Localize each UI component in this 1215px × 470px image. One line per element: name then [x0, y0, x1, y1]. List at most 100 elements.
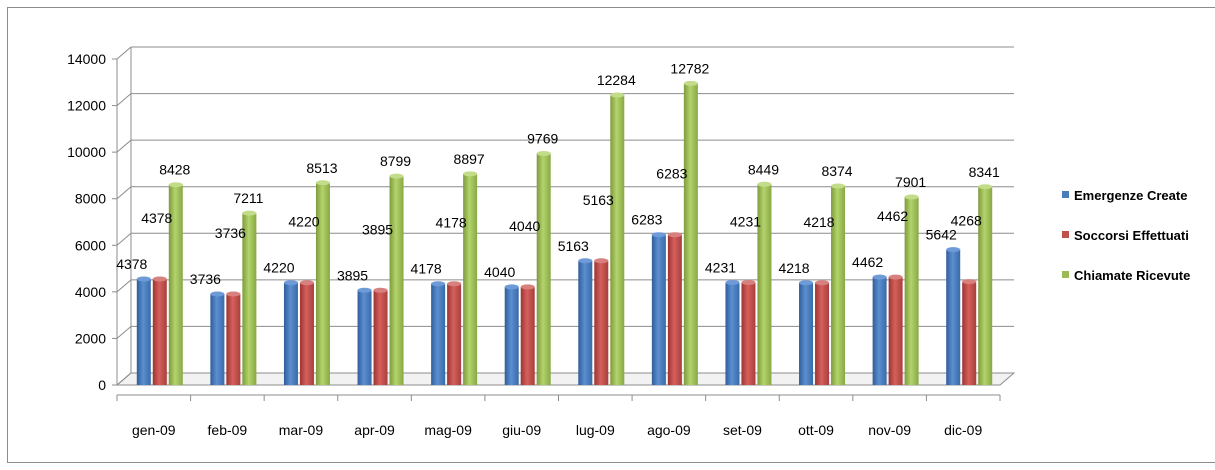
bar-top: [242, 210, 257, 216]
bar-top: [520, 284, 535, 290]
bar-top: [504, 284, 519, 290]
data-label: 3736: [215, 225, 246, 241]
bar-top: [872, 274, 887, 280]
data-label: 4268: [951, 213, 982, 229]
legend-swatch: [1062, 231, 1069, 238]
bar: [667, 234, 682, 385]
bar-top: [447, 281, 462, 287]
bar-top: [946, 247, 961, 253]
data-label: 4220: [263, 260, 294, 276]
bar: [168, 184, 183, 385]
bar: [578, 260, 593, 385]
data-label: 6283: [656, 166, 687, 182]
gridline-diagonal: [116, 279, 132, 293]
data-label: 3895: [362, 221, 393, 237]
bar: [888, 277, 903, 385]
data-label: 4218: [803, 214, 834, 230]
bar-top: [594, 258, 609, 264]
data-label: 4231: [730, 213, 761, 229]
bar: [872, 277, 887, 385]
bar: [389, 176, 404, 385]
bar-top: [136, 276, 151, 282]
legend-label: Chiamate Ricevute: [1074, 268, 1190, 283]
y-axis: 0 2000 4000 6000 8000 10000 12000 14000: [67, 51, 117, 393]
gridline-diagonal: [116, 186, 132, 200]
x-tick-label: gen-09: [132, 422, 176, 438]
legend-label: Soccorsi Effettuati: [1074, 228, 1189, 243]
bar: [504, 286, 519, 385]
bar-top: [536, 151, 551, 157]
data-label: 3736: [190, 271, 221, 287]
bar-top: [226, 291, 241, 297]
gridline-diagonal: [116, 46, 132, 60]
x-tick-label: nov-09: [868, 422, 911, 438]
data-labels: 4378 4378 8428 3736 3736 7211 4220 4220 8513 3895…: [116, 60, 1000, 287]
bar-top: [962, 279, 977, 285]
bars: [136, 80, 993, 385]
y-tick-label: 4000: [75, 284, 106, 300]
x-axis: gen-09 feb-09 mar-09 apr-09 mag-09 giu-09 lug-…: [116, 394, 1001, 438]
bar: [136, 279, 151, 385]
bar: [242, 213, 257, 385]
data-label: 12284: [597, 72, 636, 88]
bar-top: [904, 194, 919, 200]
bar-top: [757, 181, 772, 187]
bar: [463, 173, 478, 385]
data-label: 6283: [631, 212, 662, 228]
x-tick-label: set-09: [723, 422, 762, 438]
bar: [431, 283, 446, 385]
bar-top: [667, 232, 682, 238]
bar: [904, 197, 919, 385]
data-label: 4378: [141, 210, 172, 226]
data-label: 3895: [337, 267, 368, 283]
data-label: 4231: [705, 259, 736, 275]
data-label: 7211: [233, 190, 263, 206]
bar: [152, 279, 167, 385]
y-tick-label: 10000: [67, 144, 106, 160]
bar-top: [610, 92, 625, 98]
data-label: 4040: [484, 264, 515, 280]
gridlines: [116, 46, 1014, 386]
x-tick-label: dic-09: [944, 422, 982, 438]
y-tick-label: 6000: [75, 237, 106, 253]
x-tick-label: lug-09: [576, 422, 615, 438]
bar-top: [283, 280, 298, 286]
bar-top: [431, 281, 446, 287]
bar: [447, 283, 462, 385]
bar: [210, 294, 225, 385]
bar: [357, 290, 372, 385]
bar-top: [725, 279, 740, 285]
bar-top: [799, 280, 814, 286]
legend-label: Emergenze Create: [1074, 188, 1187, 203]
bar-top: [683, 80, 698, 86]
data-label: 8449: [748, 161, 779, 177]
bar: [757, 184, 772, 385]
bar: [373, 290, 388, 385]
bar: [299, 282, 314, 385]
data-label: 4178: [436, 215, 467, 231]
x-tick-label: ott-09: [798, 422, 834, 438]
bar: [831, 186, 846, 385]
bar: [651, 234, 666, 385]
x-tick-label: apr-09: [354, 422, 395, 438]
bar-top: [831, 183, 846, 189]
bar-top: [315, 180, 330, 186]
bar-top: [168, 182, 183, 188]
bar-top: [389, 173, 404, 179]
gridline-diagonal: [116, 93, 132, 106]
data-label: 8799: [380, 153, 411, 169]
bar: [815, 282, 830, 385]
data-label: 7901: [895, 174, 926, 190]
data-label: 4220: [288, 214, 319, 230]
bar-top: [578, 258, 593, 264]
data-label: 5163: [583, 192, 614, 208]
bar: [315, 182, 330, 385]
bar-top: [651, 232, 666, 238]
data-label: 4378: [116, 256, 147, 272]
data-label: 8428: [159, 162, 190, 178]
bar: [725, 282, 740, 385]
x-tick-label: giu-09: [502, 422, 541, 438]
bar-top: [373, 287, 388, 293]
gridline-diagonal: [116, 326, 132, 339]
data-label: 8897: [454, 151, 485, 167]
